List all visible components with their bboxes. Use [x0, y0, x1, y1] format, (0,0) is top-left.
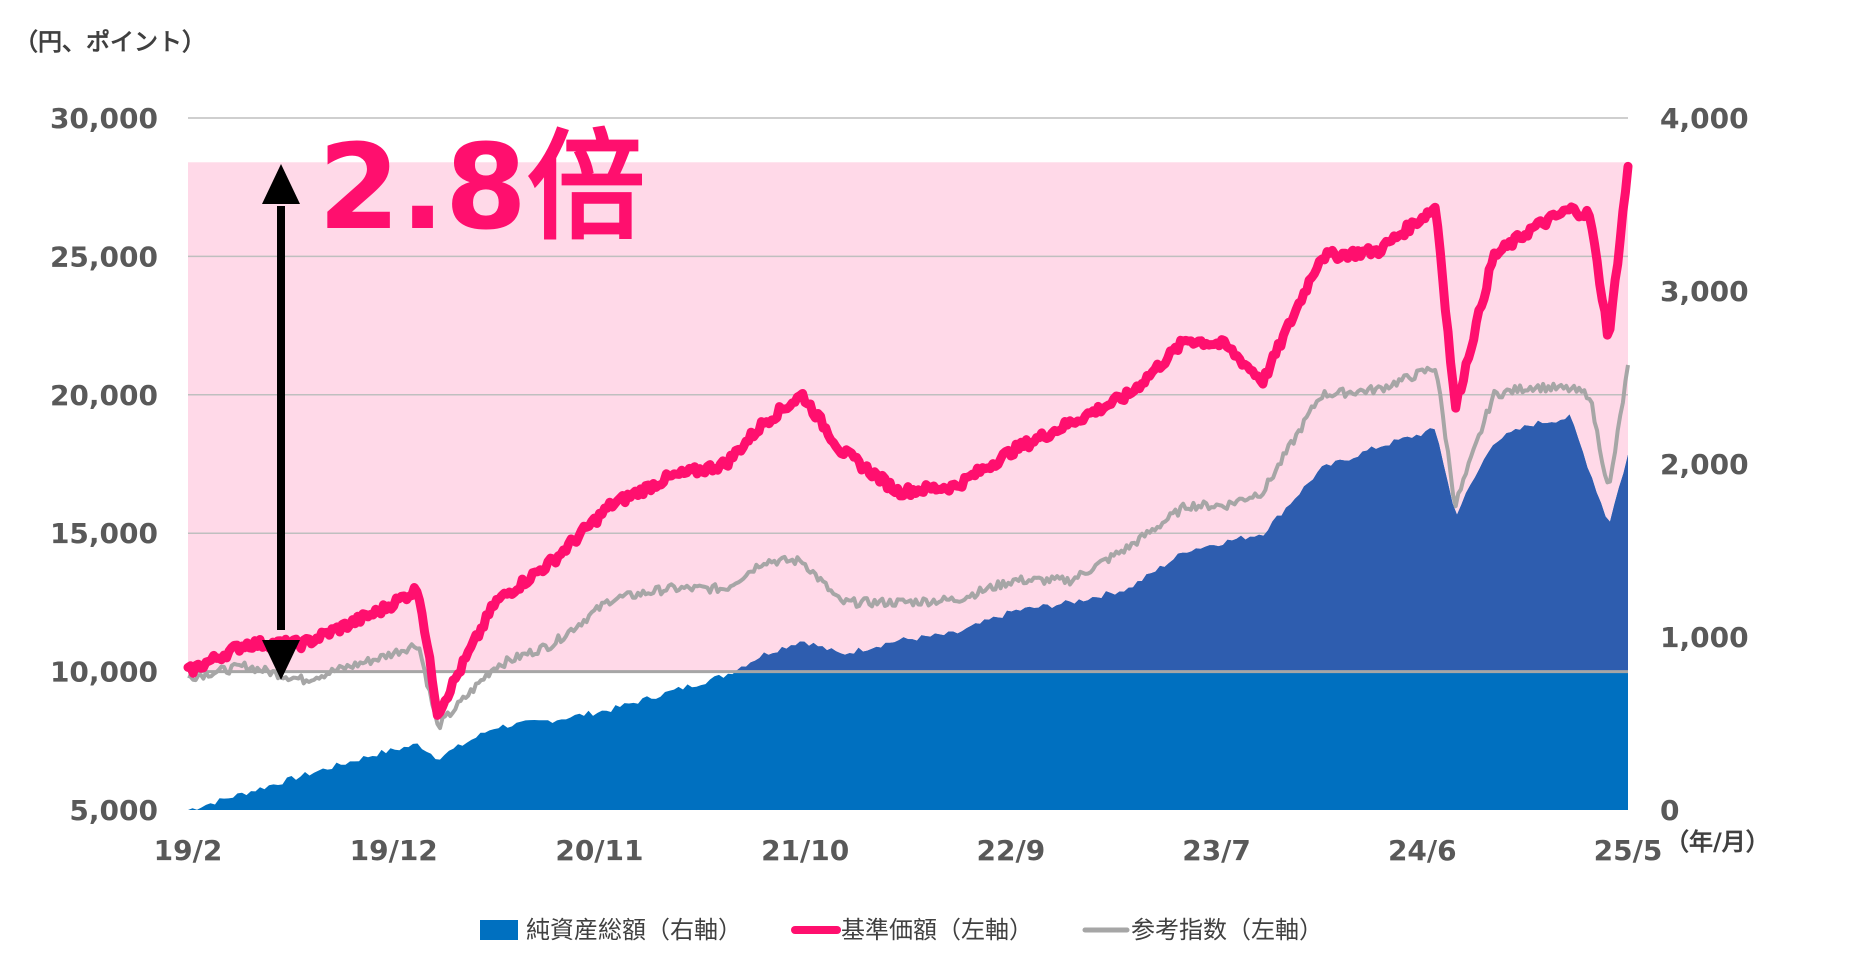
- x-tick-label-4: 22/9: [977, 834, 1046, 867]
- left-axis-ticks: 5,000 10,000 15,000 20,000 25,000 30,000: [50, 102, 158, 827]
- left-tick-label-4: 25,000: [50, 240, 158, 273]
- legend-swatch-assets: [480, 920, 518, 940]
- left-tick-label-0: 5,000: [69, 794, 158, 827]
- assets-area-above-baseline: [188, 414, 1628, 672]
- x-tick-label-2: 20/11: [555, 834, 643, 867]
- assets-area: [188, 414, 1628, 810]
- x-tick-label-3: 21/10: [761, 834, 849, 867]
- x-tick-label-1: 19/12: [350, 834, 438, 867]
- x-tick-label-6: 24/6: [1388, 834, 1457, 867]
- legend-label-1: 基準価額（左軸）: [841, 916, 1033, 944]
- x-unit-label: （年/月）: [1665, 828, 1770, 856]
- left-tick-label-3: 20,000: [50, 379, 158, 412]
- x-tick-label-7: 25/5: [1594, 834, 1663, 867]
- x-tick-label-0: 19/2: [154, 834, 223, 867]
- reference-index-line: [187, 364, 1630, 731]
- y-unit-label: （円、ポイント）: [14, 28, 206, 56]
- right-axis-ticks: 0 1,000 2,000 3,000 4,000: [1660, 102, 1749, 827]
- x-axis-ticks: 19/2 19/12 20/11 21/10 22/9 23/7 24/6 25/5: [154, 834, 1663, 867]
- left-tick-label-2: 15,000: [50, 517, 158, 550]
- left-tick-label-5: 30,000: [50, 102, 158, 135]
- x-tick-label-5: 23/7: [1182, 834, 1251, 867]
- left-tick-label-1: 10,000: [50, 656, 158, 689]
- right-tick-label-2: 2,000: [1660, 448, 1749, 481]
- multiplier-annotation: 2.8倍: [318, 118, 645, 256]
- nav-line: [183, 161, 1633, 720]
- legend: 純資産総額（右軸） 基準価額（左軸） 参考指数（左軸）: [480, 916, 1323, 944]
- multiplier-arrow: [262, 164, 300, 680]
- right-tick-label-4: 4,000: [1660, 102, 1749, 135]
- right-tick-label-0: 0: [1660, 794, 1679, 827]
- legend-label-0: 純資産総額（右軸）: [526, 916, 742, 944]
- right-tick-label-1: 1,000: [1660, 621, 1749, 654]
- right-tick-label-3: 3,000: [1660, 275, 1749, 308]
- legend-label-2: 参考指数（左軸）: [1131, 916, 1323, 944]
